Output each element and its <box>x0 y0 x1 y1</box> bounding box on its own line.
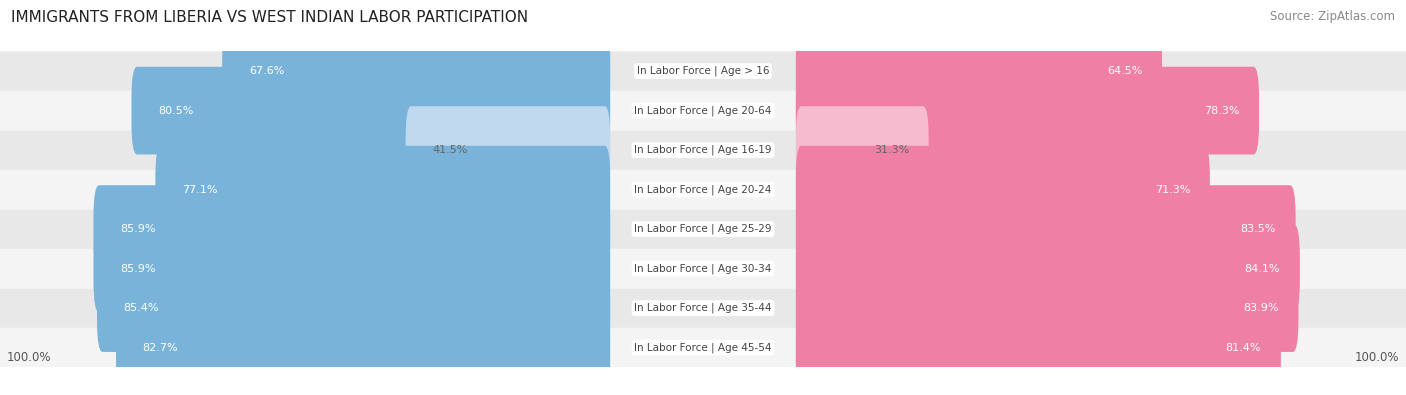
Text: 85.9%: 85.9% <box>120 224 156 234</box>
Text: 67.6%: 67.6% <box>249 66 284 76</box>
FancyBboxPatch shape <box>0 249 1406 288</box>
Text: 100.0%: 100.0% <box>7 351 52 364</box>
Text: 85.4%: 85.4% <box>124 303 159 313</box>
FancyBboxPatch shape <box>796 106 929 194</box>
FancyBboxPatch shape <box>796 27 1161 115</box>
FancyBboxPatch shape <box>222 27 610 115</box>
FancyBboxPatch shape <box>0 170 1406 209</box>
FancyBboxPatch shape <box>0 130 1406 170</box>
Text: In Labor Force | Age 16-19: In Labor Force | Age 16-19 <box>634 145 772 155</box>
Text: In Labor Force | Age 45-54: In Labor Force | Age 45-54 <box>634 342 772 353</box>
Text: 77.1%: 77.1% <box>183 184 218 195</box>
FancyBboxPatch shape <box>0 288 1406 328</box>
Text: 41.5%: 41.5% <box>433 145 468 155</box>
Text: In Labor Force | Age 20-24: In Labor Force | Age 20-24 <box>634 184 772 195</box>
Text: 85.9%: 85.9% <box>120 263 156 274</box>
FancyBboxPatch shape <box>0 328 1406 367</box>
Text: In Labor Force | Age 20-64: In Labor Force | Age 20-64 <box>634 105 772 116</box>
Text: 80.5%: 80.5% <box>157 105 194 116</box>
Text: 100.0%: 100.0% <box>1354 351 1399 364</box>
Text: IMMIGRANTS FROM LIBERIA VS WEST INDIAN LABOR PARTICIPATION: IMMIGRANTS FROM LIBERIA VS WEST INDIAN L… <box>11 10 529 25</box>
Text: 83.9%: 83.9% <box>1243 303 1279 313</box>
FancyBboxPatch shape <box>97 264 610 352</box>
Text: Source: ZipAtlas.com: Source: ZipAtlas.com <box>1270 10 1395 23</box>
FancyBboxPatch shape <box>0 209 1406 249</box>
FancyBboxPatch shape <box>796 225 1299 312</box>
Text: In Labor Force | Age > 16: In Labor Force | Age > 16 <box>637 66 769 76</box>
Text: In Labor Force | Age 35-44: In Labor Force | Age 35-44 <box>634 303 772 313</box>
Text: 84.1%: 84.1% <box>1244 263 1281 274</box>
FancyBboxPatch shape <box>796 264 1299 352</box>
FancyBboxPatch shape <box>796 146 1209 233</box>
FancyBboxPatch shape <box>0 91 1406 130</box>
Text: 78.3%: 78.3% <box>1204 105 1240 116</box>
Text: In Labor Force | Age 30-34: In Labor Force | Age 30-34 <box>634 263 772 274</box>
Text: 71.3%: 71.3% <box>1154 184 1191 195</box>
FancyBboxPatch shape <box>132 67 610 154</box>
Text: 82.7%: 82.7% <box>142 342 179 353</box>
Text: 81.4%: 81.4% <box>1226 342 1261 353</box>
FancyBboxPatch shape <box>156 146 610 233</box>
FancyBboxPatch shape <box>93 185 610 273</box>
FancyBboxPatch shape <box>796 185 1296 273</box>
Text: 83.5%: 83.5% <box>1240 224 1277 234</box>
FancyBboxPatch shape <box>406 106 610 194</box>
FancyBboxPatch shape <box>796 304 1281 391</box>
FancyBboxPatch shape <box>93 225 610 312</box>
Text: 31.3%: 31.3% <box>873 145 910 155</box>
Text: 64.5%: 64.5% <box>1107 66 1142 76</box>
Text: In Labor Force | Age 25-29: In Labor Force | Age 25-29 <box>634 224 772 234</box>
FancyBboxPatch shape <box>0 51 1406 91</box>
FancyBboxPatch shape <box>115 304 610 391</box>
FancyBboxPatch shape <box>796 67 1260 154</box>
